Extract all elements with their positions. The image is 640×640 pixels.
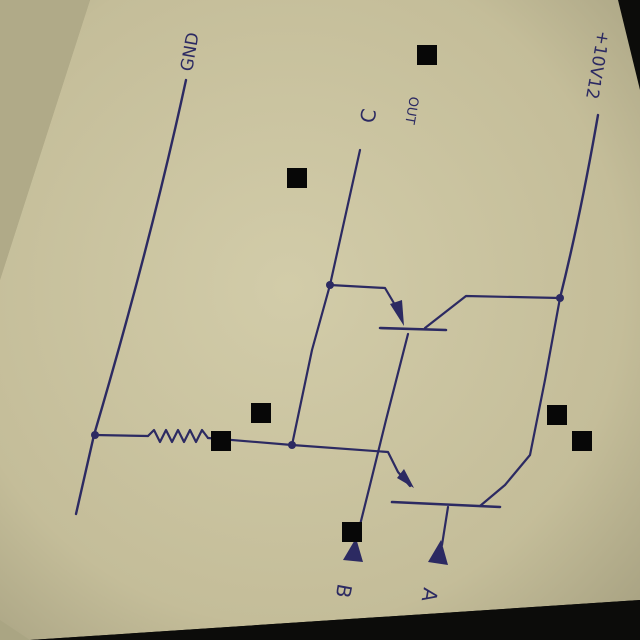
c-terminal-wire — [328, 148, 362, 287]
upper-transistor-arrow — [390, 300, 404, 326]
marker-square — [287, 168, 307, 188]
upper-transistor-bar — [378, 326, 448, 332]
b-label: B — [331, 582, 357, 600]
collector-link-wire — [290, 283, 332, 447]
marker-square — [572, 431, 592, 451]
lower-transistor-arrow — [397, 469, 414, 488]
gnd-rail — [74, 78, 188, 516]
a-input-arrow — [428, 540, 448, 565]
a-input-wire — [440, 505, 450, 547]
paper-corner-edge — [0, 0, 90, 280]
vcc-to-lower-transistor — [478, 296, 562, 508]
marker-square — [251, 403, 271, 423]
lower-transistor-bar — [390, 500, 502, 509]
b-input-wire — [353, 332, 410, 547]
c-to-upper-transistor — [328, 283, 400, 312]
resistor-lead-left — [93, 433, 150, 438]
marker-square — [342, 522, 362, 542]
marker-square — [211, 431, 231, 451]
resistor-zigzag — [146, 428, 210, 444]
upper-transistor-to-vcc — [423, 294, 562, 330]
c-label: C — [355, 107, 381, 125]
vcc-rail — [558, 113, 600, 300]
marker-square — [417, 45, 437, 65]
c-note-label: OUT — [401, 95, 421, 125]
b-input-arrow — [343, 538, 363, 562]
a-label: A — [417, 586, 443, 604]
marker-square — [547, 405, 567, 425]
shadow-edge — [30, 600, 640, 640]
